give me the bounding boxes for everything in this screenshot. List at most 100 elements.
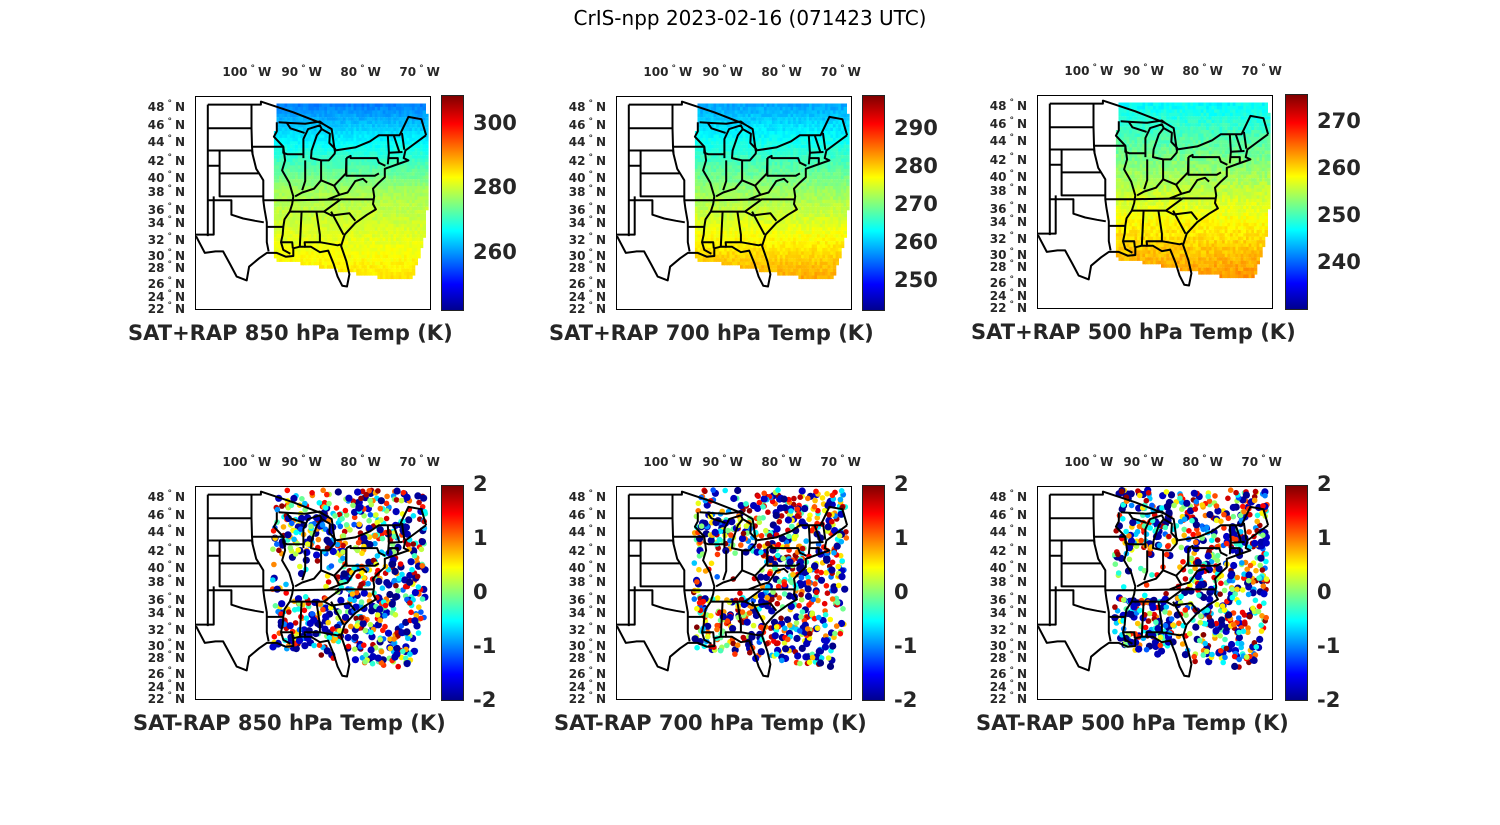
data-cell	[705, 124, 709, 128]
data-cell	[334, 234, 339, 238]
data-cell	[404, 220, 408, 224]
data-cell	[793, 175, 797, 180]
data-cell	[787, 151, 792, 156]
data-cell	[700, 165, 704, 169]
data-cell	[369, 186, 373, 190]
data-cell	[300, 175, 304, 180]
data-cell	[732, 155, 736, 159]
data-cell	[755, 203, 760, 207]
data-cell	[396, 168, 400, 173]
data-cell	[348, 265, 352, 269]
data-cell	[358, 144, 363, 149]
data-cell	[273, 230, 278, 235]
data-cell	[324, 186, 328, 190]
data-cell	[276, 237, 280, 242]
data-cell	[734, 220, 739, 224]
data-cell	[316, 144, 320, 149]
data-cell	[324, 148, 328, 152]
data-cell	[782, 148, 786, 152]
data-cell	[401, 148, 405, 152]
data-cell	[324, 203, 328, 207]
data-cell	[790, 124, 794, 128]
data-cell	[425, 165, 429, 169]
data-cell	[289, 227, 294, 231]
data-cell	[782, 162, 786, 166]
data-cell	[393, 237, 397, 242]
data-cell	[705, 137, 709, 142]
data-cell	[353, 258, 357, 262]
data-cell	[292, 113, 296, 118]
data-cell	[388, 203, 392, 207]
data-cell	[329, 265, 333, 269]
data-cell	[697, 230, 701, 235]
data-cell	[393, 203, 397, 207]
data-cell	[755, 120, 760, 125]
data-cell	[798, 179, 802, 183]
data-cell	[332, 155, 336, 159]
data-cell	[795, 186, 800, 190]
data-cell	[358, 182, 363, 187]
data-cell	[313, 254, 318, 259]
data-cell	[385, 103, 389, 108]
data-cell	[388, 241, 392, 245]
data-cell	[758, 124, 762, 128]
data-cell	[361, 168, 365, 173]
data-cell	[716, 117, 720, 121]
data-cell	[716, 165, 720, 169]
data-cell	[372, 131, 376, 135]
data-cell	[817, 151, 821, 156]
data-cell	[779, 206, 784, 211]
data-cell	[801, 103, 805, 108]
data-cell	[279, 172, 283, 176]
data-cell	[324, 110, 328, 114]
data-cell	[401, 258, 405, 262]
data-cell	[404, 110, 408, 114]
data-cell	[385, 210, 389, 214]
data-cell	[721, 134, 725, 139]
data-cell	[734, 192, 739, 197]
data-cell	[771, 210, 776, 214]
data-cell	[303, 186, 307, 190]
data-cell	[409, 134, 413, 139]
data-cell	[414, 186, 418, 190]
data-cell	[832, 137, 837, 142]
data-cell	[303, 144, 307, 149]
data-cell	[417, 134, 421, 139]
data-cell	[809, 155, 813, 159]
data-cell	[364, 182, 368, 187]
data-cell	[716, 172, 720, 176]
data-cell	[297, 203, 302, 207]
data-cell	[358, 179, 363, 183]
data-cell	[350, 268, 355, 273]
data-cell	[795, 220, 800, 224]
data-cell	[374, 203, 379, 207]
data-cell	[396, 124, 400, 128]
data-cell	[766, 103, 770, 108]
data-cell	[366, 272, 371, 276]
data-cell	[803, 110, 808, 114]
data-cell	[710, 131, 715, 135]
data-cell	[289, 117, 294, 121]
data-cell	[366, 251, 371, 255]
data-cell	[353, 172, 357, 176]
data-cell	[327, 217, 331, 221]
data-cell	[342, 110, 347, 114]
data-cell	[422, 162, 426, 166]
data-cell	[414, 220, 418, 224]
data-cell	[838, 196, 842, 200]
data-cell	[396, 261, 400, 266]
data-cell	[350, 151, 355, 156]
data-cell	[846, 168, 850, 173]
data-cell	[785, 175, 789, 180]
data-cell	[324, 127, 328, 132]
data-cell	[742, 162, 747, 166]
data-cell	[835, 155, 839, 159]
data-cell	[724, 106, 728, 111]
data-cell	[753, 117, 757, 121]
data-cell	[734, 182, 739, 187]
data-cell	[782, 165, 786, 169]
data-cell	[372, 217, 376, 221]
data-cell	[327, 103, 331, 108]
data-cell	[409, 155, 413, 159]
data-cell	[414, 175, 418, 180]
